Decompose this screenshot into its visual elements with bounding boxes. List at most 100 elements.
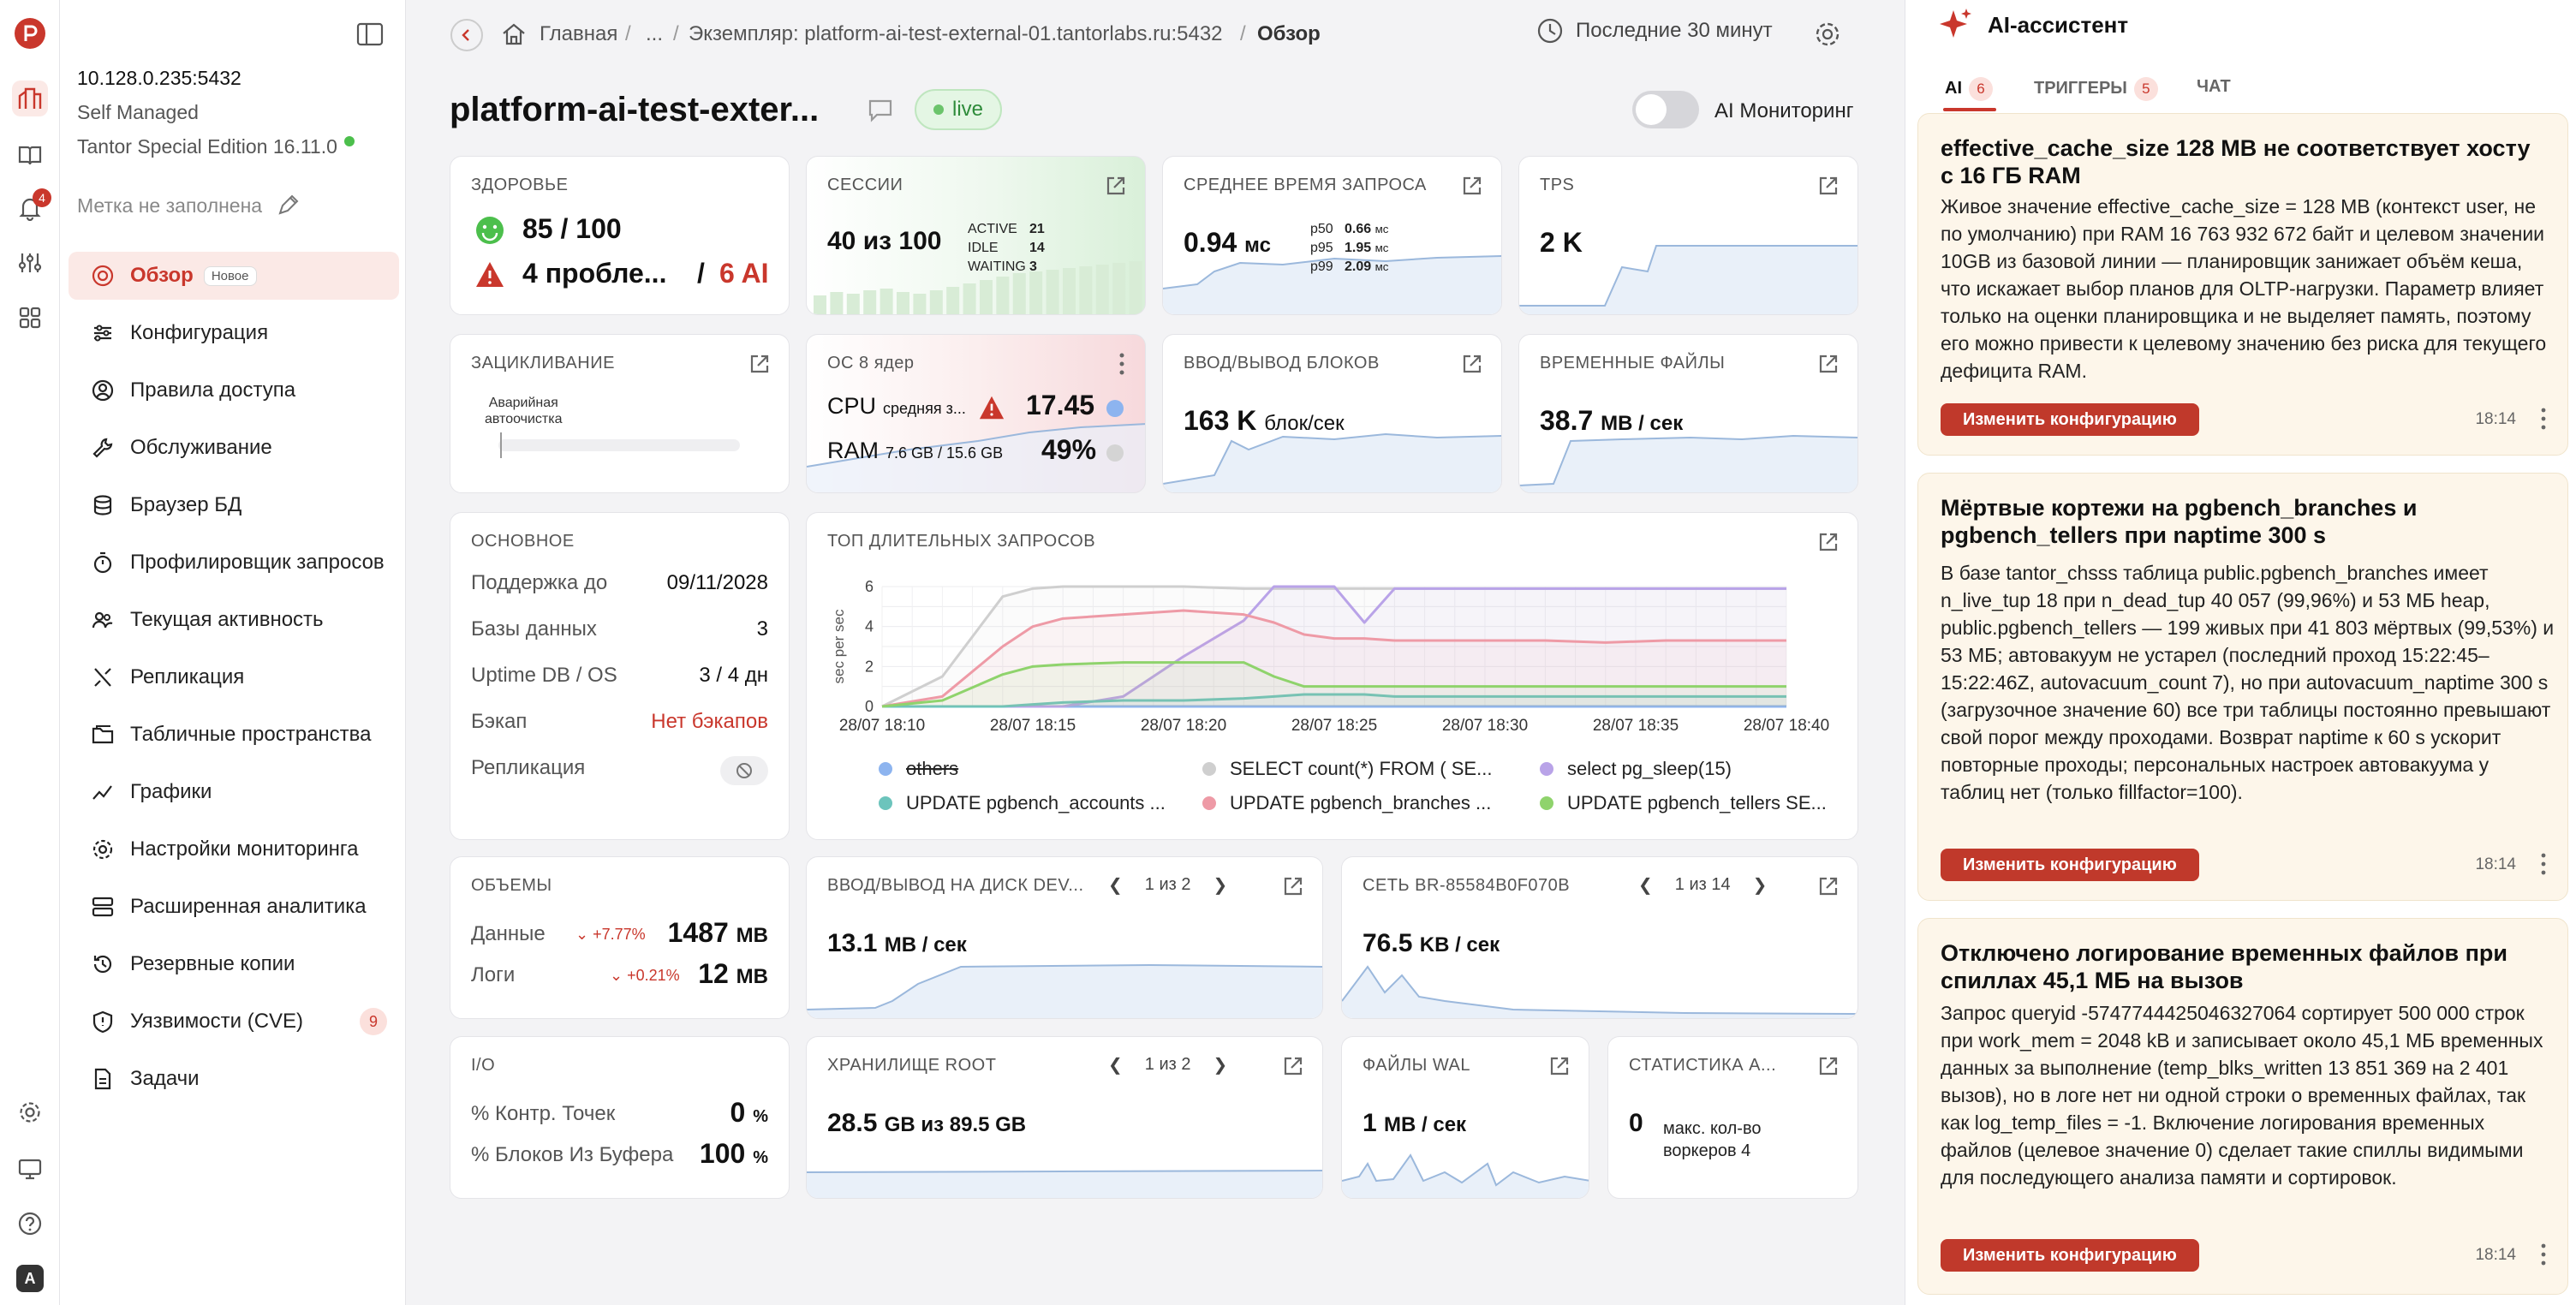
sidebar-item-query-profiler[interactable]: Профилировщик запросов <box>69 539 399 587</box>
chevron-right-icon[interactable]: ❯ <box>1213 1056 1228 1075</box>
chevron-right-icon[interactable]: ❯ <box>1752 876 1768 895</box>
volumes-card: Объемы Данные ⌄ +7.77% 1487 МВ Логи ⌄ +0… <box>450 856 790 1019</box>
external-link-icon[interactable] <box>748 352 772 376</box>
os-card[interactable]: ОС 8 ядер CPU средняя з... 17.45 RAM 7.6… <box>806 334 1146 493</box>
tps-card[interactable]: TPS 2 K <box>1518 156 1858 315</box>
chevron-left-icon[interactable]: ❮ <box>1638 876 1653 895</box>
sidebar-item-access-rules[interactable]: Правила доступа <box>69 366 399 414</box>
settings-gear-icon[interactable] <box>12 1094 48 1130</box>
time-range-selector[interactable]: Последние 30 минут <box>1536 17 1773 45</box>
kebab-menu-icon[interactable] <box>2540 407 2547 431</box>
tab-triggers[interactable]: ТРИГГЕРЫ 5 <box>2034 77 2158 101</box>
sidebar-item-tasks[interactable]: Задачи <box>69 1055 399 1103</box>
sidebar-item-advanced-analytics[interactable]: Расширенная аналитика <box>69 883 399 931</box>
session-bar <box>929 290 943 314</box>
help-icon[interactable] <box>12 1206 48 1242</box>
change-config-button[interactable]: Изменить конфигурацию <box>1941 1239 2199 1272</box>
external-link-icon[interactable] <box>1816 352 1840 376</box>
stats-card[interactable]: Статистика А... 0 макс. кол-во воркеров … <box>1607 1036 1858 1199</box>
sidebar-item-monitoring-settings[interactable]: Настройки мониторинга <box>69 825 399 873</box>
sliders-icon[interactable] <box>12 245 48 281</box>
comment-icon[interactable] <box>865 94 896 125</box>
legend-item[interactable]: UPDATE pgbench_tellers SE... <box>1540 792 1827 814</box>
sidebar-item-maintenance[interactable]: Обслуживание <box>69 424 399 472</box>
instance-label[interactable]: Метка не заполнена <box>77 194 300 218</box>
sidebar-item-tablespaces[interactable]: Табличные пространства <box>69 711 399 759</box>
sessions-card[interactable]: Сессии 40 из 100 ACTIVE 21 IDLE 14 WAITING… <box>806 156 1146 315</box>
external-link-icon[interactable] <box>1460 352 1484 376</box>
top-long-queries-card[interactable]: Топ длительных запросов 0 2 4 6 28/07 18:10 2… <box>806 512 1858 840</box>
notifications-icon[interactable]: 4 <box>12 188 51 226</box>
uptime-row: Uptime DB / OS 3 / 4 дн <box>471 664 768 688</box>
cpu-row: CPU средняя з... <box>827 393 966 420</box>
network-card[interactable]: Сеть BR-85584B0F070B ❮ 1 из 14 ❯ 76.5 KB… <box>1341 856 1858 1019</box>
health-problems[interactable]: 4 пробле... <box>522 258 667 289</box>
avg-query-time-card[interactable]: Среднее время запроса 0.94 мс p50 0.66 мс… <box>1162 156 1502 315</box>
apps-grid-icon[interactable] <box>12 300 48 336</box>
external-link-icon[interactable] <box>1281 874 1305 898</box>
external-link-icon[interactable] <box>1816 530 1840 554</box>
monitor-icon[interactable] <box>12 1151 48 1187</box>
legend-item[interactable]: SELECT count(*) FROM ( SE... <box>1202 758 1492 780</box>
external-link-icon[interactable] <box>1281 1054 1305 1078</box>
chart-icon <box>92 785 112 800</box>
sidebar-item-cve[interactable]: Уязвимости (CVE) 9 <box>69 998 399 1046</box>
disk-io-card[interactable]: Ввод/вывод на диск DEV... ❮ 1 из 2 ❯ 13.… <box>806 856 1323 1019</box>
chevron-right-icon[interactable]: ❯ <box>1213 876 1228 895</box>
chevron-left-icon[interactable]: ❮ <box>1108 876 1123 895</box>
docs-icon[interactable] <box>12 137 48 173</box>
dashboard-icon[interactable] <box>12 80 48 116</box>
sidebar-item-replication[interactable]: Репликация <box>69 653 399 701</box>
wal-files-card[interactable]: Файлы WAL 1 МВ / сек <box>1341 1036 1589 1199</box>
sidebar-item-configuration[interactable]: Конфигурация <box>69 309 399 357</box>
external-link-icon[interactable] <box>1816 174 1840 198</box>
external-link-icon[interactable] <box>1816 874 1840 898</box>
home-icon[interactable] <box>500 21 528 48</box>
change-config-button[interactable]: Изменить конфигурацию <box>1941 403 2199 436</box>
sidebar-item-backups[interactable]: Резервные копии <box>69 940 399 988</box>
health-card[interactable]: Здоровье 85 / 100 4 пробле... / 6 AI <box>450 156 790 315</box>
breadcrumb-home[interactable]: Главная <box>540 22 618 45</box>
tab-chat[interactable]: ЧАТ <box>2197 77 2231 97</box>
sidebar-item-charts[interactable]: Графики <box>69 768 399 816</box>
edit-pencil-icon[interactable] <box>276 194 300 218</box>
legend-item[interactable]: others <box>879 758 958 780</box>
tab-active-underline <box>1943 108 1996 111</box>
external-link-icon[interactable] <box>1460 174 1484 198</box>
breadcrumb-instance[interactable]: Экземпляр: platform-ai-test-external-01.… <box>689 22 1223 45</box>
external-link-icon[interactable] <box>1104 174 1128 198</box>
sidebar-item-label: Уязвимости (CVE) <box>130 1010 304 1033</box>
chevron-left-icon[interactable]: ❮ <box>1108 1056 1123 1075</box>
kebab-menu-icon[interactable] <box>2540 852 2547 876</box>
page-title: platform-ai-test-exter... <box>450 91 820 128</box>
io-row2-label: % Блоков Из Буфера <box>471 1143 674 1166</box>
kv-value[interactable]: Нет бэкапов <box>651 710 768 733</box>
temp-files-card[interactable]: Временные файлы 38.7 МВ / сек <box>1518 334 1858 493</box>
app-logo-icon[interactable] <box>12 15 48 51</box>
back-button[interactable] <box>450 19 483 51</box>
sidebar-item-current-activity[interactable]: Текущая активность <box>69 596 399 644</box>
external-link-icon[interactable] <box>1816 1054 1840 1078</box>
legend-item[interactable]: select pg_sleep(15) <box>1540 758 1732 780</box>
storage-card[interactable]: Хранилище ROOT ❮ 1 из 2 ❯ 28.5 GB из 89.… <box>806 1036 1323 1199</box>
sidebar-item-overview[interactable]: Обзор Новое <box>69 252 399 300</box>
health-ai-count[interactable]: 6 AI <box>719 258 769 289</box>
legend-item[interactable]: UPDATE pgbench_accounts ... <box>879 792 1166 814</box>
gear-icon <box>92 839 113 860</box>
page-settings-gear-icon[interactable] <box>1812 19 1843 50</box>
sidebar-item-db-browser[interactable]: Браузер БД <box>69 481 399 529</box>
breadcrumb-ellipsis[interactable]: ... <box>646 22 664 45</box>
series-line <box>882 585 1786 708</box>
change-config-button[interactable]: Изменить конфигурацию <box>1941 849 2199 881</box>
tab-ai[interactable]: AI 6 <box>1945 77 1993 101</box>
legend-item[interactable]: UPDATE pgbench_branches ... <box>1202 792 1491 814</box>
kebab-menu-icon[interactable] <box>2540 1242 2547 1266</box>
ai-monitoring-toggle[interactable] <box>1632 91 1699 128</box>
external-link-icon[interactable] <box>1547 1054 1571 1078</box>
card-title: Здоровье <box>471 176 569 194</box>
kebab-menu-icon[interactable] <box>1118 352 1126 376</box>
sidebar-collapse-icon[interactable] <box>355 19 389 53</box>
user-avatar[interactable]: A <box>12 1260 48 1296</box>
block-io-card[interactable]: Ввод/вывод блоков 163 K блок/сек <box>1162 334 1502 493</box>
wraparound-card[interactable]: Зацикливание Аварийная автоочистка <box>450 334 790 493</box>
